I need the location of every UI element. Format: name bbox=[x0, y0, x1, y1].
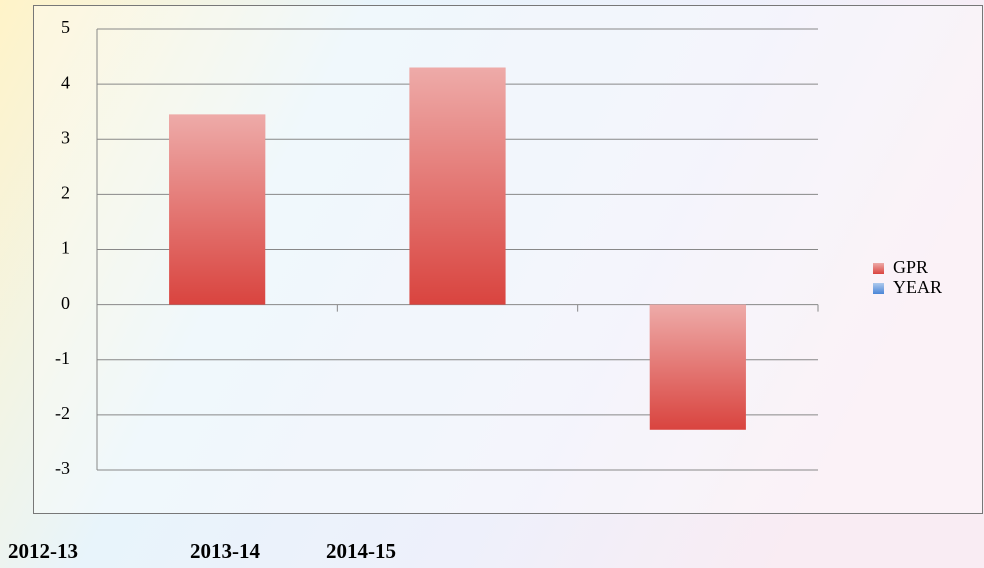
bar bbox=[649, 304, 746, 430]
y-tick-label: 0 bbox=[61, 293, 70, 313]
x-category-label: 2013-14 bbox=[190, 539, 260, 563]
y-tick-label: 2 bbox=[61, 183, 70, 203]
y-tick-label: 4 bbox=[61, 72, 70, 92]
legend-swatch-shine bbox=[873, 263, 884, 274]
bar bbox=[169, 114, 266, 305]
legend-swatch-shine bbox=[873, 283, 884, 294]
y-tick-label: 3 bbox=[61, 127, 70, 147]
x-category-label: 2012-13 bbox=[8, 539, 78, 563]
y-tick-label: 5 bbox=[61, 17, 70, 37]
x-category-label: 2014-15 bbox=[326, 539, 396, 563]
legend-label: YEAR bbox=[893, 277, 942, 297]
legend-label: GPR bbox=[893, 257, 928, 277]
y-tick-label: -3 bbox=[55, 458, 70, 478]
y-tick-label: 1 bbox=[61, 238, 70, 258]
y-tick-label: -1 bbox=[55, 348, 70, 368]
bar bbox=[409, 67, 506, 305]
y-tick-label: -2 bbox=[55, 403, 70, 423]
